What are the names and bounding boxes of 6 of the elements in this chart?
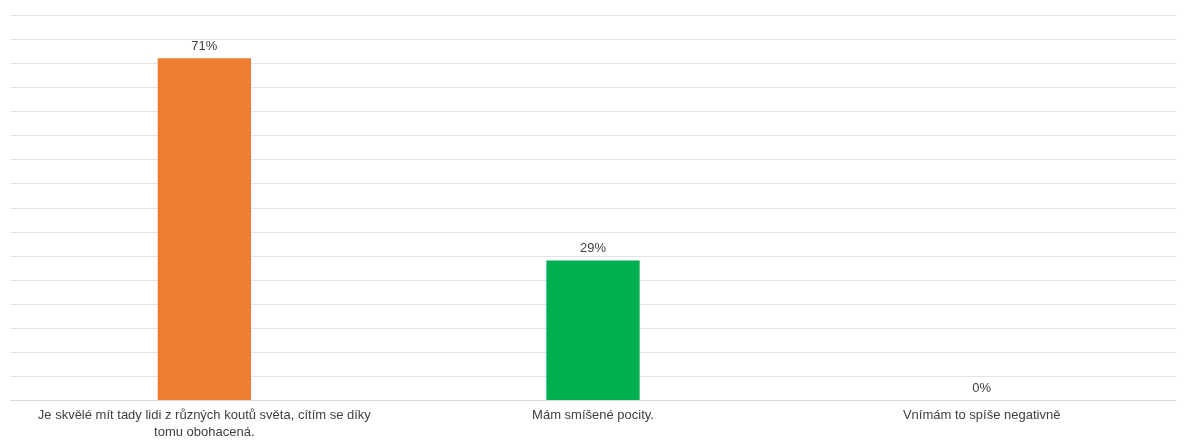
- data-label: 71%: [191, 38, 218, 54]
- x-tick-label: Je skvělé mít tady lidi z různých koutů světa, cítím se díky tomu obohacená.: [37, 406, 372, 439]
- data-label: 29%: [579, 240, 607, 256]
- x-tick-label: Vnímám to spíše negativně: [902, 406, 1061, 422]
- data-label: 0%: [972, 380, 992, 395]
- x-tick-label: Mám smíšené pocity.: [532, 406, 654, 422]
